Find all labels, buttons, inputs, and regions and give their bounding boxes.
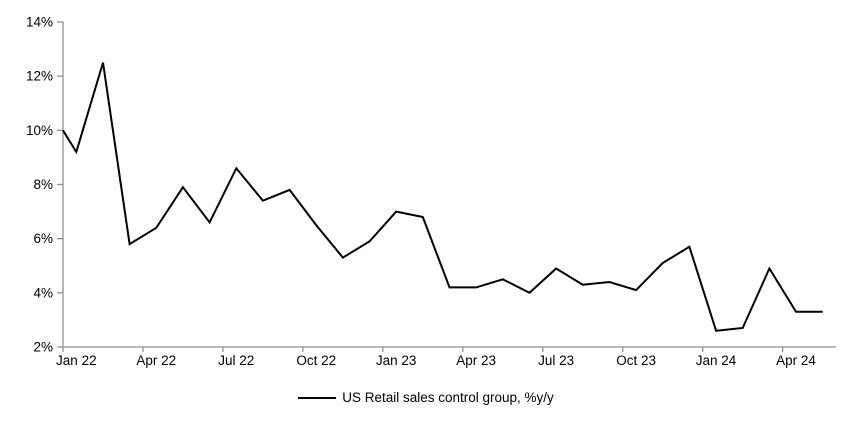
legend-line-swatch <box>298 396 337 399</box>
x-tick-label: Apr 24 <box>776 353 816 368</box>
x-tick-label: Oct 23 <box>616 353 656 368</box>
y-tick-label: 4% <box>33 285 53 300</box>
x-tick-label: Apr 23 <box>456 353 496 368</box>
y-tick-label: 14% <box>26 15 53 30</box>
y-tick-label: 10% <box>26 123 53 138</box>
legend-label: US Retail sales control group, %y/y <box>342 390 554 405</box>
x-tick-label: Jan 24 <box>696 353 737 368</box>
y-tick-label: 8% <box>33 177 53 192</box>
y-tick-label: 12% <box>26 69 53 84</box>
x-tick-label: Jan 23 <box>376 353 417 368</box>
x-tick-label: Jul 22 <box>218 353 254 368</box>
series-line <box>62 62 823 332</box>
x-tick-label: Apr 22 <box>136 353 176 368</box>
y-tick-label: 6% <box>33 231 53 246</box>
chart-legend: US Retail sales control group, %y/y <box>0 390 852 405</box>
y-tick-label: 2% <box>33 340 53 355</box>
x-tick-label: Oct 22 <box>296 353 336 368</box>
x-tick-label: Jan 22 <box>56 353 97 368</box>
x-tick-label: Jul 23 <box>538 353 574 368</box>
